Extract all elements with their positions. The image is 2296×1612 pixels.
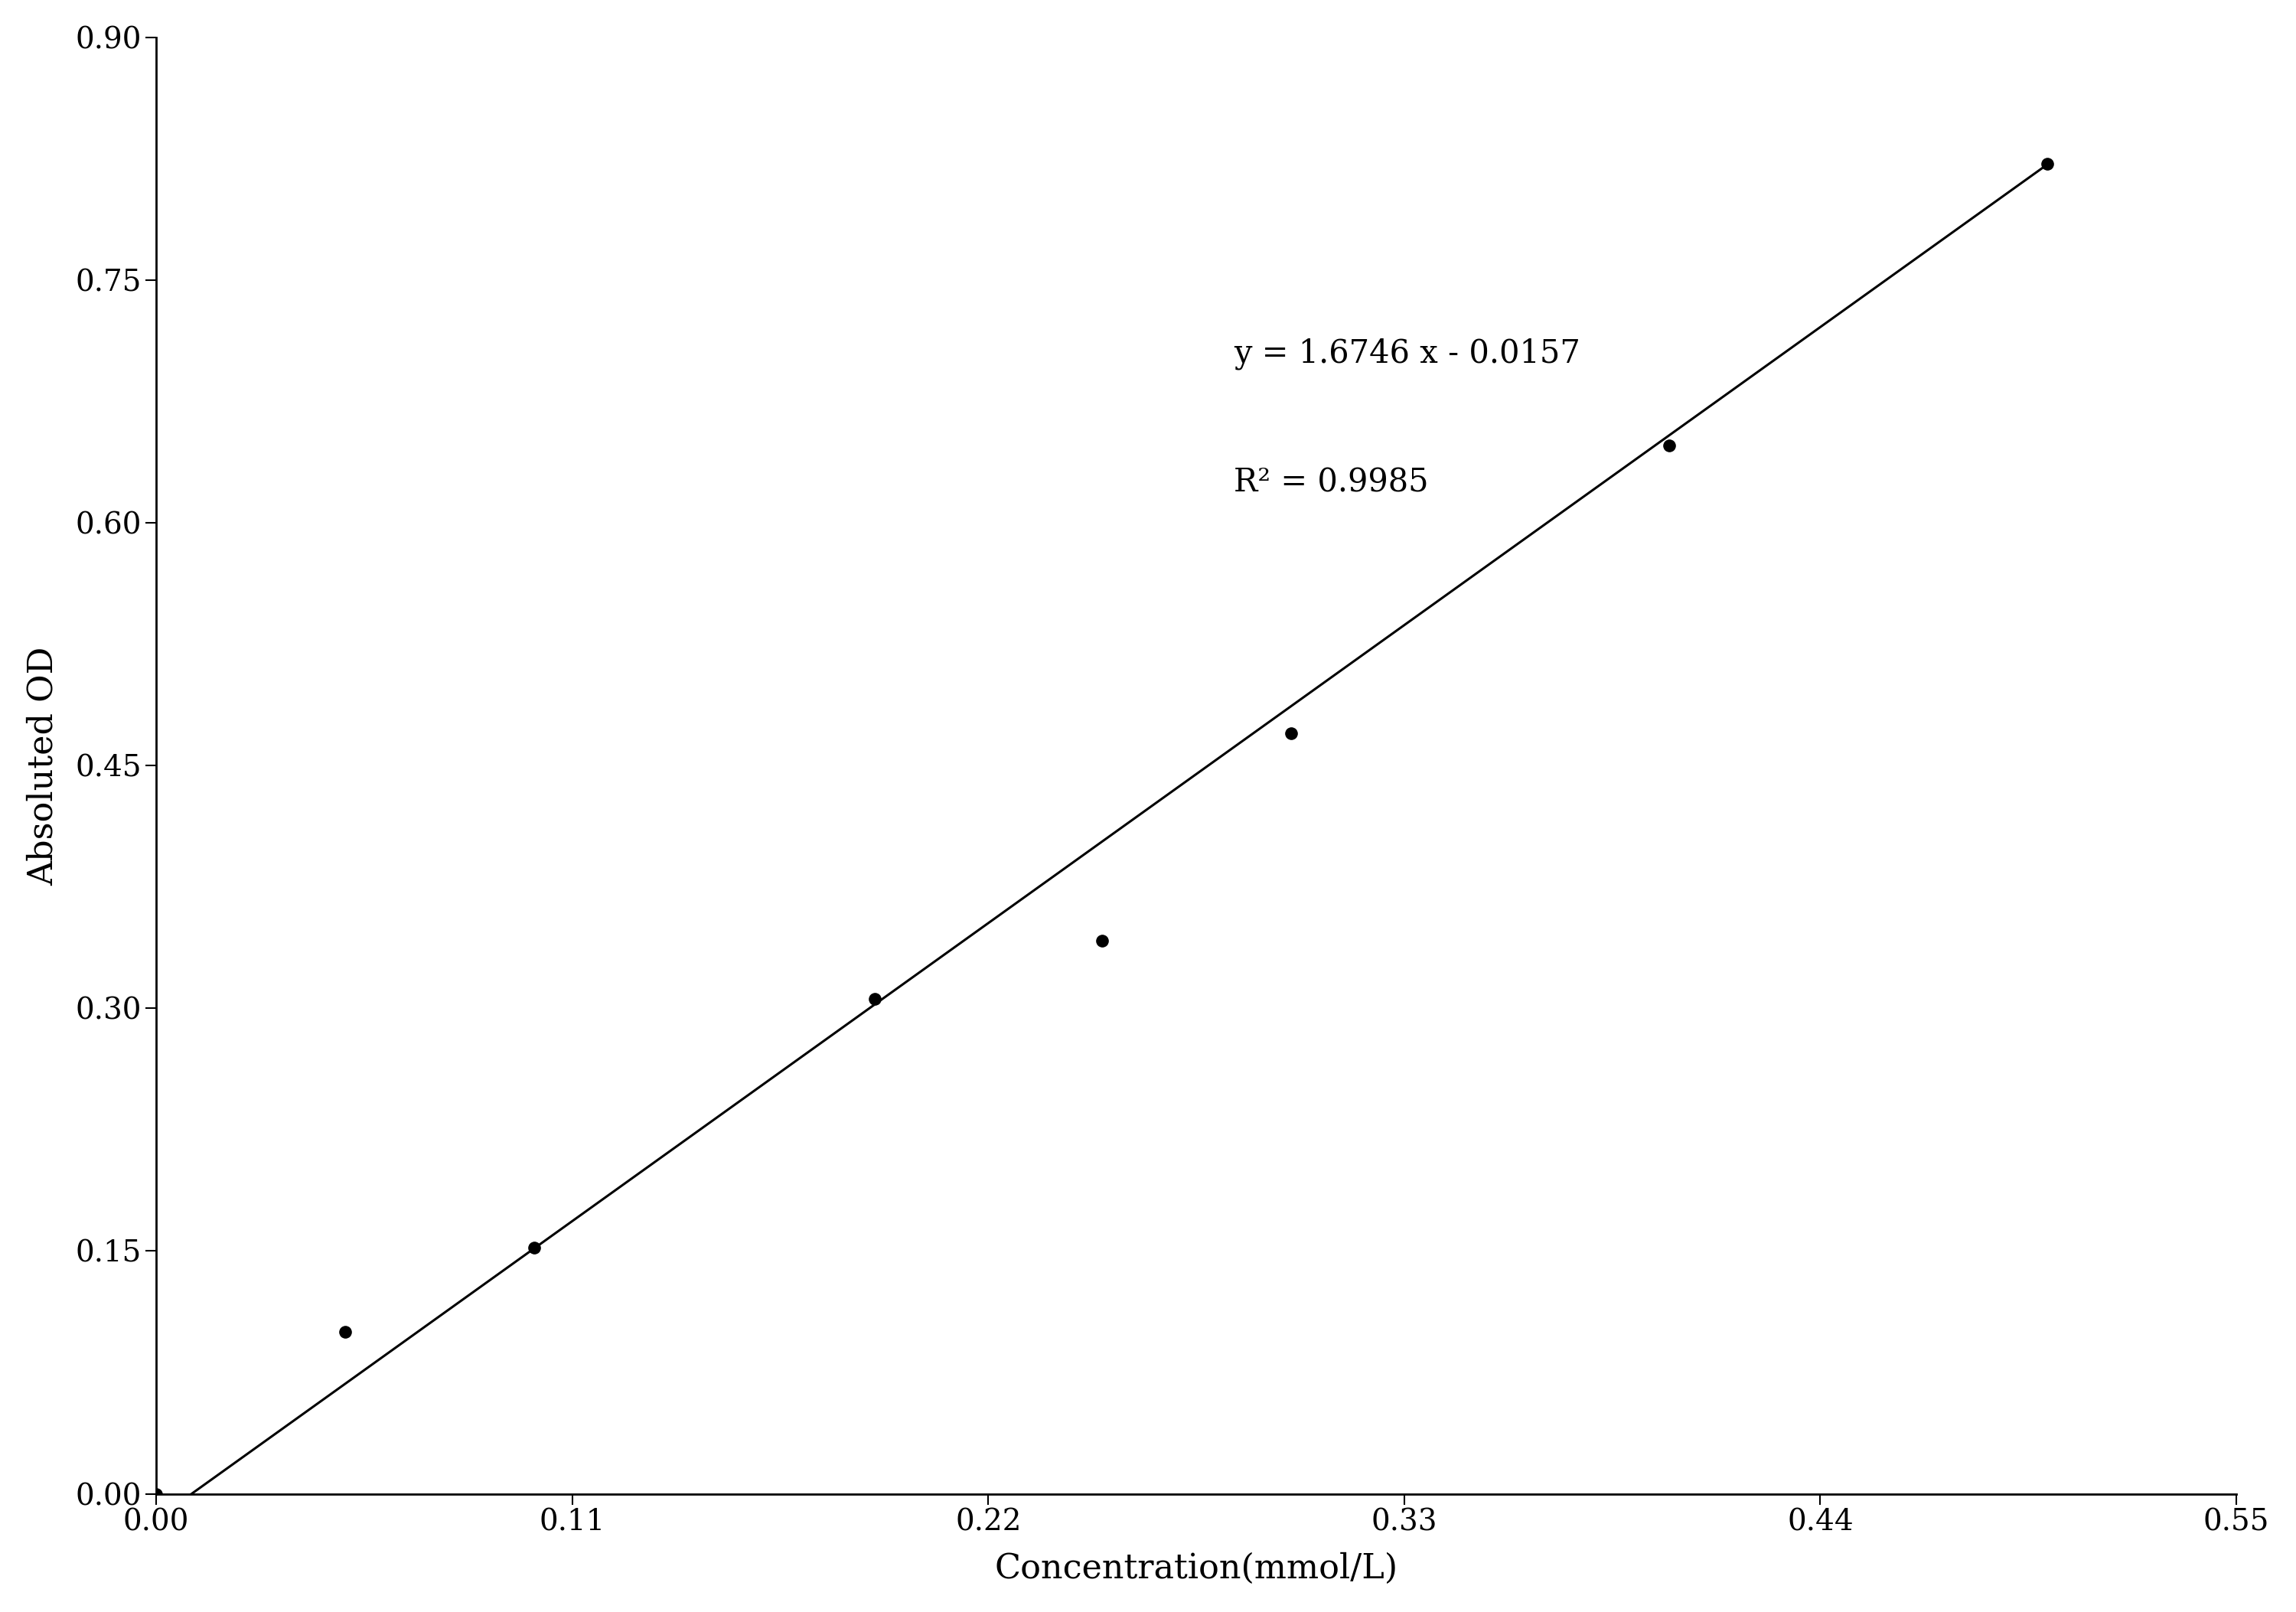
Y-axis label: Absoluted OD: Absoluted OD	[28, 646, 60, 885]
X-axis label: Concentration(mmol/L): Concentration(mmol/L)	[994, 1552, 1398, 1586]
Point	[517, 1235, 553, 1261]
Point	[138, 1481, 174, 1507]
Point	[856, 987, 893, 1012]
Point	[2030, 152, 2066, 177]
Text: R² = 0.9985: R² = 0.9985	[1233, 466, 1428, 498]
Point	[1651, 432, 1688, 458]
Point	[326, 1319, 363, 1344]
Point	[1272, 721, 1309, 746]
Point	[1084, 927, 1120, 953]
Text: y = 1.6746 x - 0.0157: y = 1.6746 x - 0.0157	[1233, 337, 1580, 369]
